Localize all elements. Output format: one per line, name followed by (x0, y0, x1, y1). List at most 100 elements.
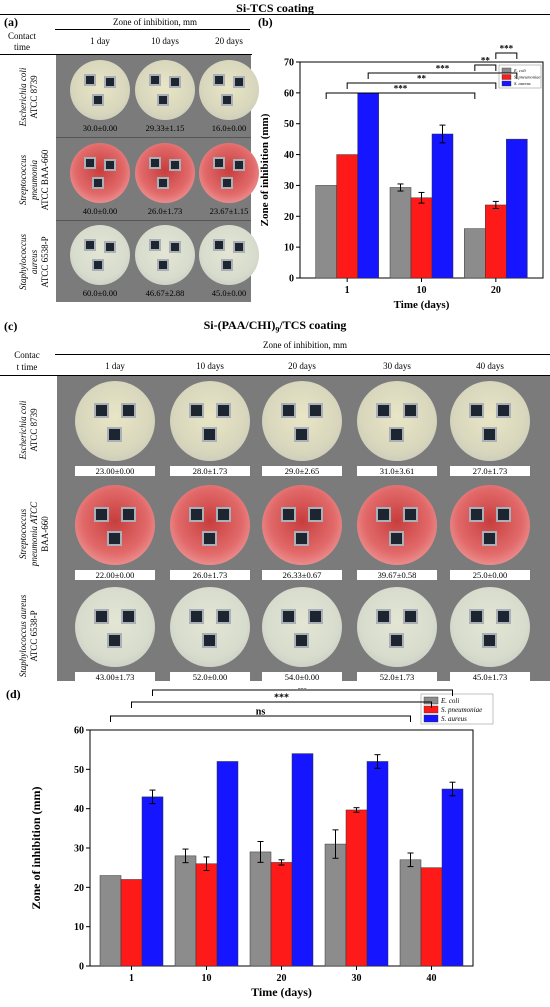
x-tick-label: 10 (202, 973, 212, 984)
significance-bracket (346, 82, 497, 89)
panel-c-row-organism: Streptococcus (18, 508, 28, 560)
coated-sample (233, 76, 245, 88)
coated-sample (482, 427, 497, 442)
y-tick-label: 40 (284, 150, 294, 161)
coated-sample (221, 94, 233, 106)
significance-bracket (131, 701, 432, 708)
panel-c-column-header: 20 days (288, 361, 316, 371)
coated-sample (202, 427, 217, 442)
petri-dish (357, 485, 437, 565)
petri-dish (135, 60, 195, 120)
coated-sample (469, 609, 484, 624)
coated-sample (169, 241, 181, 253)
coated-sample (149, 239, 161, 251)
coated-sample (376, 403, 391, 418)
x-tick-label: 1 (129, 973, 134, 984)
petri-dish (170, 381, 250, 461)
inhibition-value: 45.0±0.00 (211, 288, 247, 298)
coated-sample (189, 507, 204, 522)
petri-dish (262, 381, 342, 461)
panel-a-contact-time: Contact time (8, 31, 36, 52)
significance-label: *** (500, 44, 514, 54)
coated-sample (169, 76, 181, 88)
inhibition-value: 46.67±2.88 (145, 288, 185, 298)
inhibition-value: 27.0±1.73 (450, 466, 530, 476)
y-tick-label: 0 (79, 962, 84, 973)
y-tick-label: 20 (74, 883, 84, 894)
coated-sample (157, 94, 169, 106)
inhibition-value: 22.00±0.00 (75, 570, 155, 580)
inhibition-value: 26.0±1.73 (170, 570, 250, 580)
y-tick-label: 10 (74, 922, 84, 933)
coated-sample (92, 94, 104, 106)
panel-c-row-label: Staphylococcus aureus ATCC 6538-P (18, 586, 40, 686)
y-tick-label: 60 (284, 88, 294, 99)
coated-sample (496, 609, 511, 624)
significance-label: *** (436, 64, 450, 74)
coated-sample (308, 403, 323, 418)
panel-a-column-header: 10 days (151, 36, 179, 46)
coated-sample (389, 531, 404, 546)
inhibition-value: 30.0±0.00 (82, 123, 118, 133)
coated-sample (482, 531, 497, 546)
inhibition-value: 40.0±0.00 (82, 206, 118, 216)
panel-c-contact-line2: t time (16, 362, 38, 372)
panel-c-row-organism: Staphylococcus aureus (18, 594, 28, 678)
title-rule (0, 14, 550, 15)
petri-dish (262, 485, 342, 565)
panel-c-row-strain: ATCC 8739 (29, 408, 39, 452)
coated-sample (294, 427, 309, 442)
coated-sample (94, 507, 109, 522)
x-axis-label: Time (days) (394, 299, 450, 311)
panel-c-row-organism: Escherichia coli (18, 400, 28, 460)
panel-a-row-label: Staphylococcus aureus ATCC 6538-P (18, 222, 51, 302)
bar-ecoli (174, 855, 197, 967)
coated-sample (189, 403, 204, 418)
petri-dish (199, 225, 259, 285)
panel-c-contact-line1: Contac (14, 350, 40, 360)
coated-sample (294, 531, 309, 546)
coated-sample (84, 239, 96, 251)
coated-sample (281, 609, 296, 624)
bar-spneumoniae (345, 809, 368, 967)
panel-a-row-label: Streptococcus pneumonia ATCC BAA-660 (18, 140, 51, 220)
inhibition-value: 31.0±3.61 (357, 466, 437, 476)
panel-a-column-header: 20 days (215, 36, 243, 46)
bar-saureus (366, 761, 389, 967)
bar-saureus (506, 138, 528, 279)
coated-sample (92, 259, 104, 271)
inhibition-value: 26.33±0.67 (262, 570, 342, 580)
x-tick-label: 40 (427, 973, 437, 984)
bar-ecoli (464, 228, 486, 279)
y-tick-label: 70 (284, 58, 294, 69)
panel-a-row-rule (56, 137, 251, 138)
bar-saureus (357, 92, 379, 279)
coated-sample (107, 427, 122, 442)
petri-dish (70, 225, 130, 285)
coated-sample (94, 403, 109, 418)
coated-sample (308, 507, 323, 522)
bar-saureus (216, 761, 239, 967)
panel-c-column-header: 10 days (196, 361, 224, 371)
y-tick-label: 20 (284, 212, 294, 223)
petri-dish (70, 60, 130, 120)
section-c-title-main: Si-(PAA/CHI) (203, 318, 276, 332)
legend-label: S. pneumoniae (441, 706, 482, 714)
panel-a-col-rule (0, 54, 252, 55)
coated-sample (496, 403, 511, 418)
coated-sample (216, 609, 231, 624)
inhibition-value: 29.33±1.15 (145, 123, 185, 133)
panel-b-label: (b) (258, 15, 273, 29)
significance-bracket (367, 72, 518, 79)
petri-dish (75, 381, 155, 461)
bar-spneumoniae (410, 197, 433, 279)
petri-dish (357, 381, 437, 461)
legend-swatch (501, 74, 512, 80)
legend-label: S. pneumoniae (514, 75, 541, 80)
coated-sample (221, 177, 233, 189)
coated-sample (202, 633, 217, 648)
x-tick-label: 10 (417, 285, 427, 296)
significance-label: ** (417, 74, 427, 84)
